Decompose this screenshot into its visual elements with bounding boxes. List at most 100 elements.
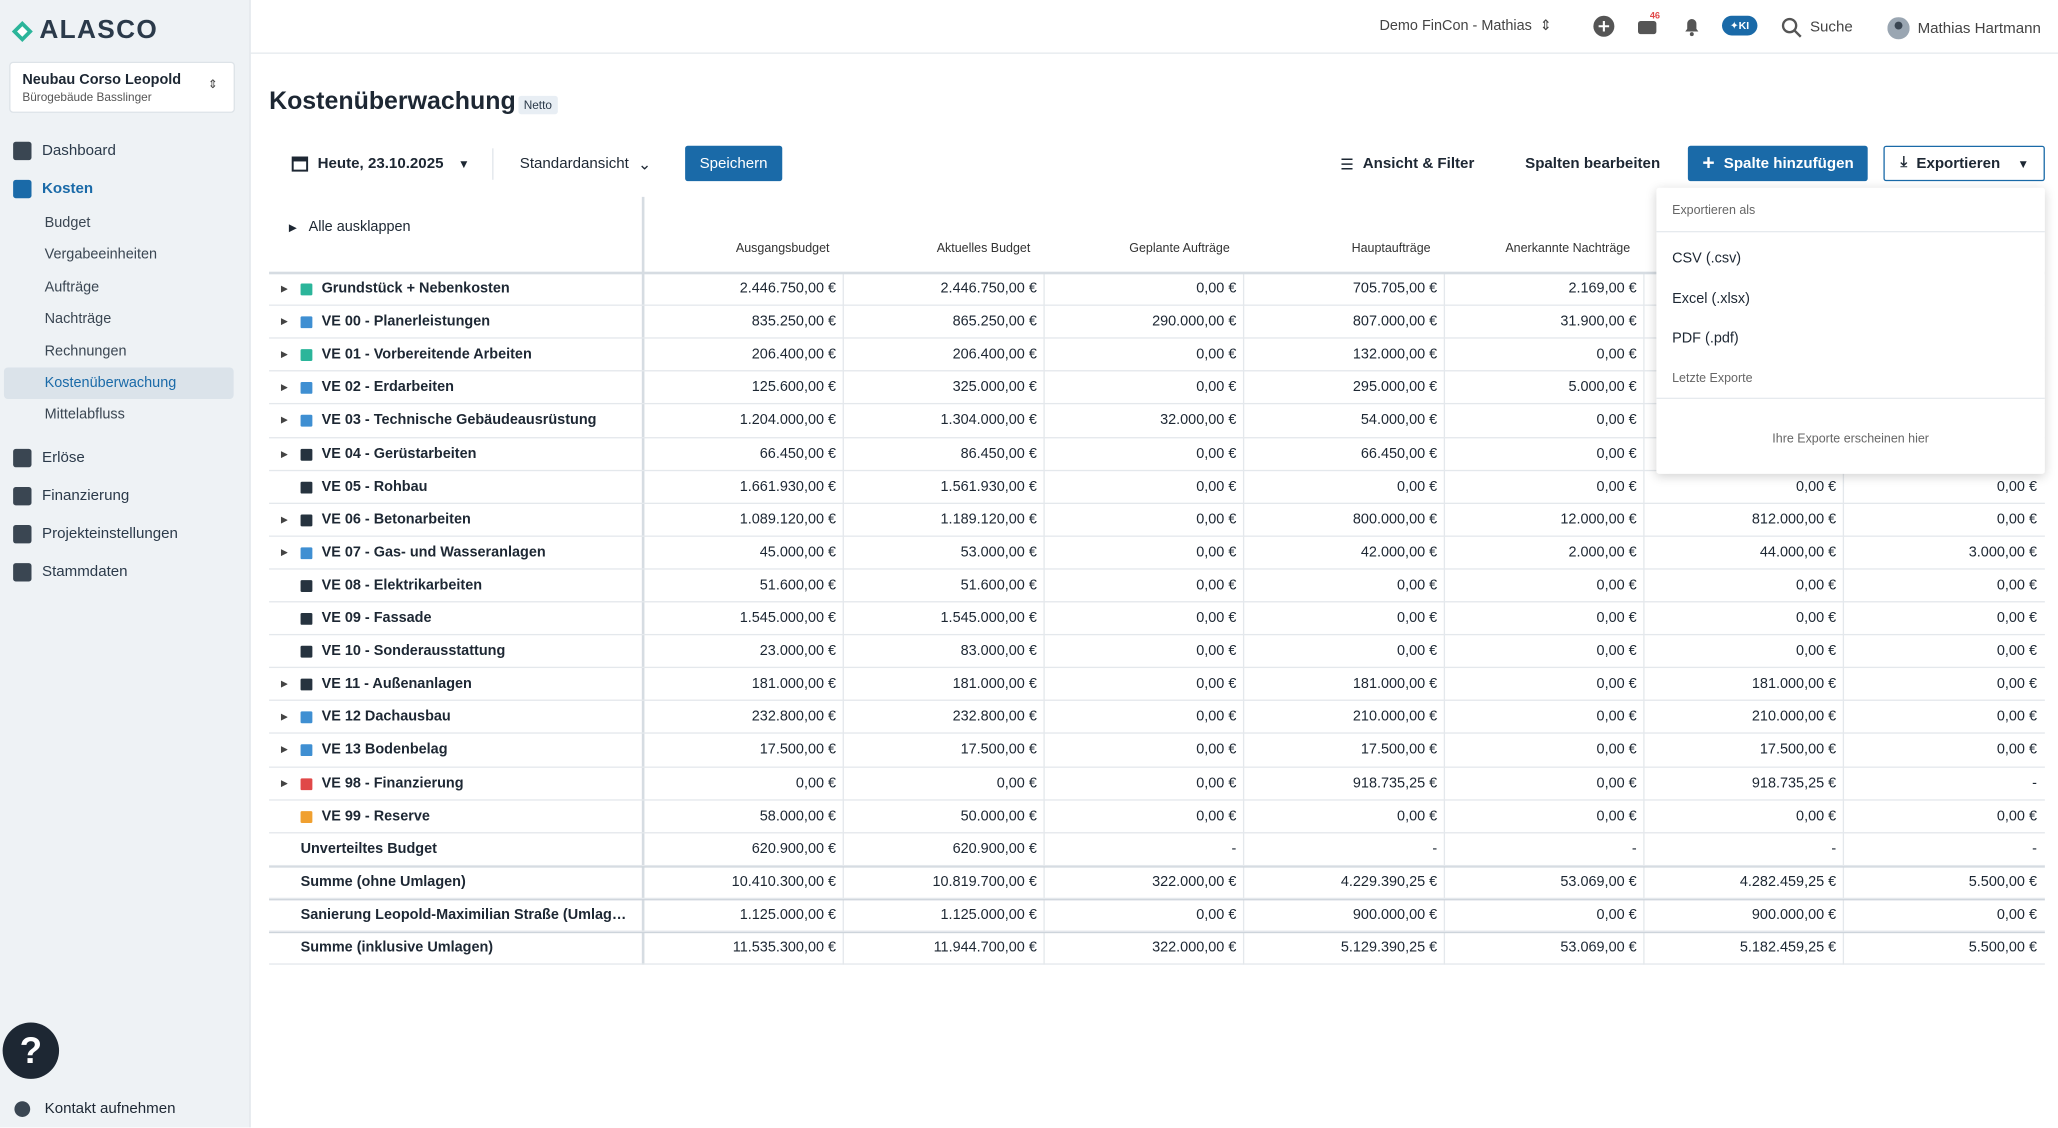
nav-item[interactable]: Kosten (13, 179, 93, 199)
row-name[interactable]: VE 03 - Technische Gebäudeausrüstung (321, 412, 597, 429)
cell-value: 0,00 € (1596, 610, 1637, 627)
user-name: Mathias Hartmann (1917, 20, 2041, 37)
column-header: Anerkannte Nachträge (1505, 241, 1631, 256)
row-line (269, 963, 2045, 965)
row-name[interactable]: VE 06 - Betonarbeiten (321, 511, 471, 528)
add-icon[interactable] (1592, 14, 1616, 38)
row-line (269, 535, 2045, 537)
nav-item[interactable]: Stammdaten (13, 562, 128, 582)
expand-caret[interactable]: ▶ (280, 680, 288, 690)
logo-text: ALASCO (39, 15, 159, 45)
cell-value: 181.000,00 € (751, 676, 837, 692)
nav-subitem[interactable]: Vergabeeinheiten (44, 247, 158, 264)
row-line (269, 304, 2045, 306)
add-column-button[interactable]: + Spalte hinzufügen (1687, 145, 1869, 182)
cell-value: 0,00 € (1996, 742, 2037, 758)
cell-value: 0,00 € (1397, 577, 1438, 594)
cell-value: 0,00 € (1196, 906, 1237, 923)
expand-caret[interactable]: ▶ (280, 350, 288, 360)
row-name[interactable]: VE 11 - Außenanlagen (321, 676, 472, 692)
save-button[interactable]: Speichern (685, 145, 782, 182)
cell-value: 206.400,00 € (751, 346, 837, 363)
cell-value: 83.000,00 € (960, 643, 1037, 659)
export-option[interactable]: Excel (.xlsx) (1672, 290, 1750, 307)
nav-icon (13, 448, 32, 467)
menu-heading: Exportieren als (1672, 203, 1756, 218)
expand-caret[interactable]: ▶ (280, 515, 288, 525)
cell-value: 0,00 € (1596, 346, 1637, 363)
ki-label: KI (1738, 19, 1750, 32)
nav-item[interactable]: Finanzierung (13, 486, 129, 506)
row-name[interactable]: VE 00 - Planerleistungen (321, 313, 491, 330)
header-line (269, 271, 2045, 275)
help-button[interactable]: ? (2, 1022, 60, 1079)
search[interactable]: Suche (1781, 17, 1853, 38)
cell-value: 0,00 € (1596, 643, 1637, 659)
row-name: VE 99 - Reserve (321, 807, 430, 824)
expand-caret[interactable]: ▶ (280, 449, 288, 459)
cell-value: 5.500,00 € (1968, 939, 2037, 956)
cell-value: 31.900,00 € (1560, 313, 1637, 330)
nav-subitem[interactable]: Aufträge (44, 279, 100, 296)
nav-subitem[interactable]: Mittelabfluss (44, 407, 125, 424)
row-line (269, 931, 2045, 934)
project-switcher[interactable]: Neubau Corso Leopold Bürogebäude Basslin… (9, 61, 235, 113)
expand-caret[interactable]: ▶ (280, 713, 288, 723)
expand-caret[interactable]: ▶ (280, 746, 288, 756)
company-switcher[interactable]: Demo FinCon - Mathias ⇕ (1379, 17, 1551, 34)
expand-caret[interactable]: ▶ (280, 778, 288, 789)
user-menu[interactable]: Mathias Hartmann (1887, 17, 2041, 40)
row-name[interactable]: VE 98 - Finanzierung (321, 775, 464, 791)
row-line (269, 666, 2045, 669)
cell-value: 290.000,00 € (1152, 313, 1237, 330)
expand-caret[interactable]: ▶ (280, 284, 288, 294)
expand-caret[interactable]: ▶ (280, 548, 288, 558)
expand-caret[interactable]: ▶ (280, 383, 288, 393)
row-name[interactable]: VE 07 - Gas- und Wasseranlagen (321, 544, 546, 561)
nav-item[interactable]: Dashboard (13, 141, 116, 161)
expand-caret[interactable]: ▶ (280, 317, 288, 327)
nav-icon (13, 562, 32, 582)
date-picker[interactable]: Heute, 23.10.2025 ▼ (291, 146, 470, 181)
nav-item[interactable]: Projekteinstellungen (13, 524, 178, 544)
nav-icon (13, 141, 32, 161)
column-header: Geplante Aufträge (1129, 241, 1230, 256)
cell-value: 0,00 € (1996, 676, 2037, 692)
row-name[interactable]: VE 12 Dachausbau (321, 709, 451, 725)
cell-value: 10.410.300,00 € (731, 873, 837, 890)
cell-value: 0,00 € (1196, 346, 1237, 363)
export-button[interactable]: ⤓ Exportieren ▼ (1883, 145, 2045, 182)
nav-subitem[interactable]: Budget (44, 215, 91, 231)
row-line (269, 864, 2045, 866)
cell-value: 0,00 € (1996, 577, 2037, 594)
row-name[interactable]: VE 13 Bodenbelag (321, 742, 448, 758)
contact-link[interactable]: Kontakt aufnehmen (13, 1100, 176, 1118)
nav-subitem[interactable]: Nachträge (44, 311, 112, 328)
ki-button[interactable]: ✦KI (1722, 15, 1758, 36)
row-line (269, 732, 2045, 735)
switch-icon: ⇕ (207, 77, 218, 91)
cell-value: 0,00 € (1996, 610, 2037, 627)
expand-caret[interactable]: ▶ (280, 416, 288, 426)
export-option[interactable]: CSV (.csv) (1672, 250, 1742, 267)
nav-item[interactable]: Erlöse (13, 448, 85, 467)
nav-subitem[interactable]: Rechnungen (44, 343, 127, 360)
cell-value: 900.000,00 € (1352, 906, 1438, 923)
expand-all[interactable]: ▶ Alle ausklappen (289, 219, 411, 235)
cell-value: 705.705,00 € (1352, 280, 1438, 297)
row-name[interactable]: VE 04 - Gerüstarbeiten (321, 445, 477, 462)
cell-value: 0,00 € (1996, 807, 2037, 824)
filter-button[interactable]: ☰ Ansicht & Filter (1340, 146, 1474, 181)
nav-subitem[interactable]: Kostenüberwachung (3, 367, 234, 399)
columns-button[interactable]: Spalten bearbeiten (1525, 146, 1660, 181)
cell-value: 58.000,00 € (759, 807, 837, 824)
row-name[interactable]: VE 02 - Erdarbeiten (321, 379, 454, 396)
expand-all-label: Alle ausklappen (308, 219, 411, 235)
bell-icon[interactable] (1681, 16, 1702, 37)
inbox-icon[interactable] (1637, 16, 1658, 37)
export-option[interactable]: PDF (.pdf) (1672, 330, 1739, 347)
row-name[interactable]: VE 01 - Vorbereitende Arbeiten (321, 346, 532, 363)
view-select[interactable]: Standardansicht ⌄ (520, 146, 651, 181)
row-name[interactable]: Grundstück + Nebenkosten (321, 280, 510, 297)
